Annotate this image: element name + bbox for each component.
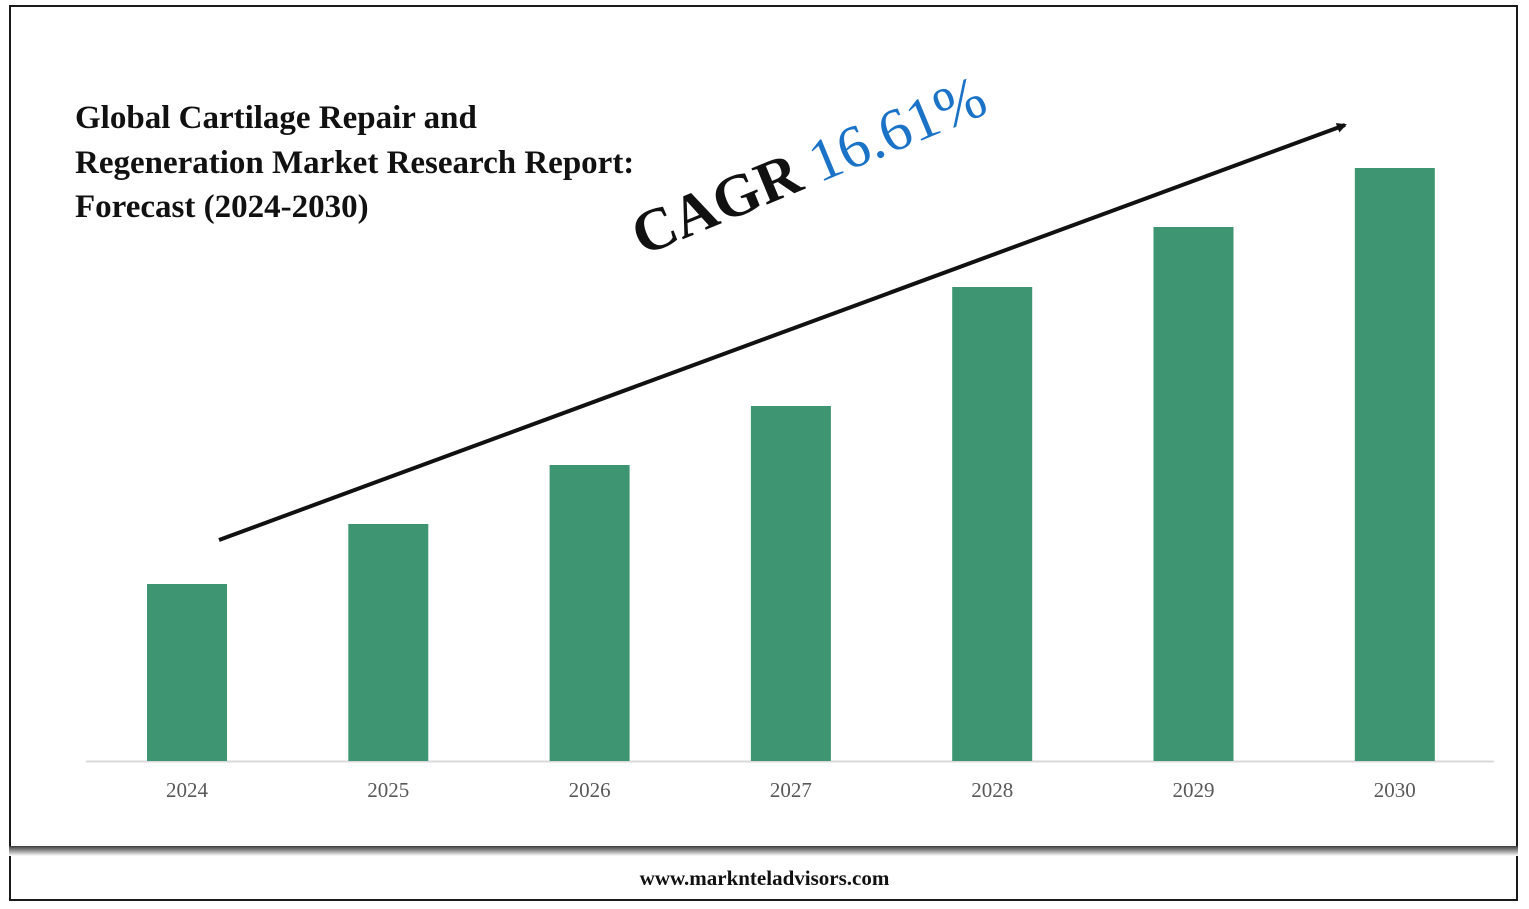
- chart-title: Global Cartilage Repair and Regeneration…: [75, 100, 635, 225]
- x-tick-label-2028: 2028: [971, 778, 1013, 802]
- bar-2027: [750, 406, 831, 761]
- x-tick-label-2029: 2029: [1173, 778, 1215, 802]
- bar-2026: [549, 465, 630, 761]
- x-tick-label-2027: 2027: [770, 778, 812, 802]
- chart-area: 2024 2025 2026 2027 2028 2029 2030: [86, 123, 1494, 802]
- bar-chart: 2024 2025 2026 2027 2028 2029 2030: [86, 123, 1494, 802]
- footer-divider: [9, 846, 1518, 856]
- chart-frame: [9, 5, 1518, 901]
- bar-2024: [147, 584, 227, 761]
- x-tick-label-2024: 2024: [166, 778, 209, 802]
- x-tick-label-2025: 2025: [367, 778, 409, 802]
- bar-2029: [1153, 227, 1234, 761]
- bar-2028: [952, 287, 1033, 761]
- x-tick-label-2026: 2026: [569, 778, 611, 802]
- x-tick-label-2030: 2030: [1374, 778, 1416, 802]
- bar-2030: [1354, 168, 1435, 761]
- bar-2025: [348, 524, 429, 761]
- footer-url: www.marknteladvisors.com: [639, 866, 890, 890]
- growth-trend-arrow: [218, 123, 1347, 542]
